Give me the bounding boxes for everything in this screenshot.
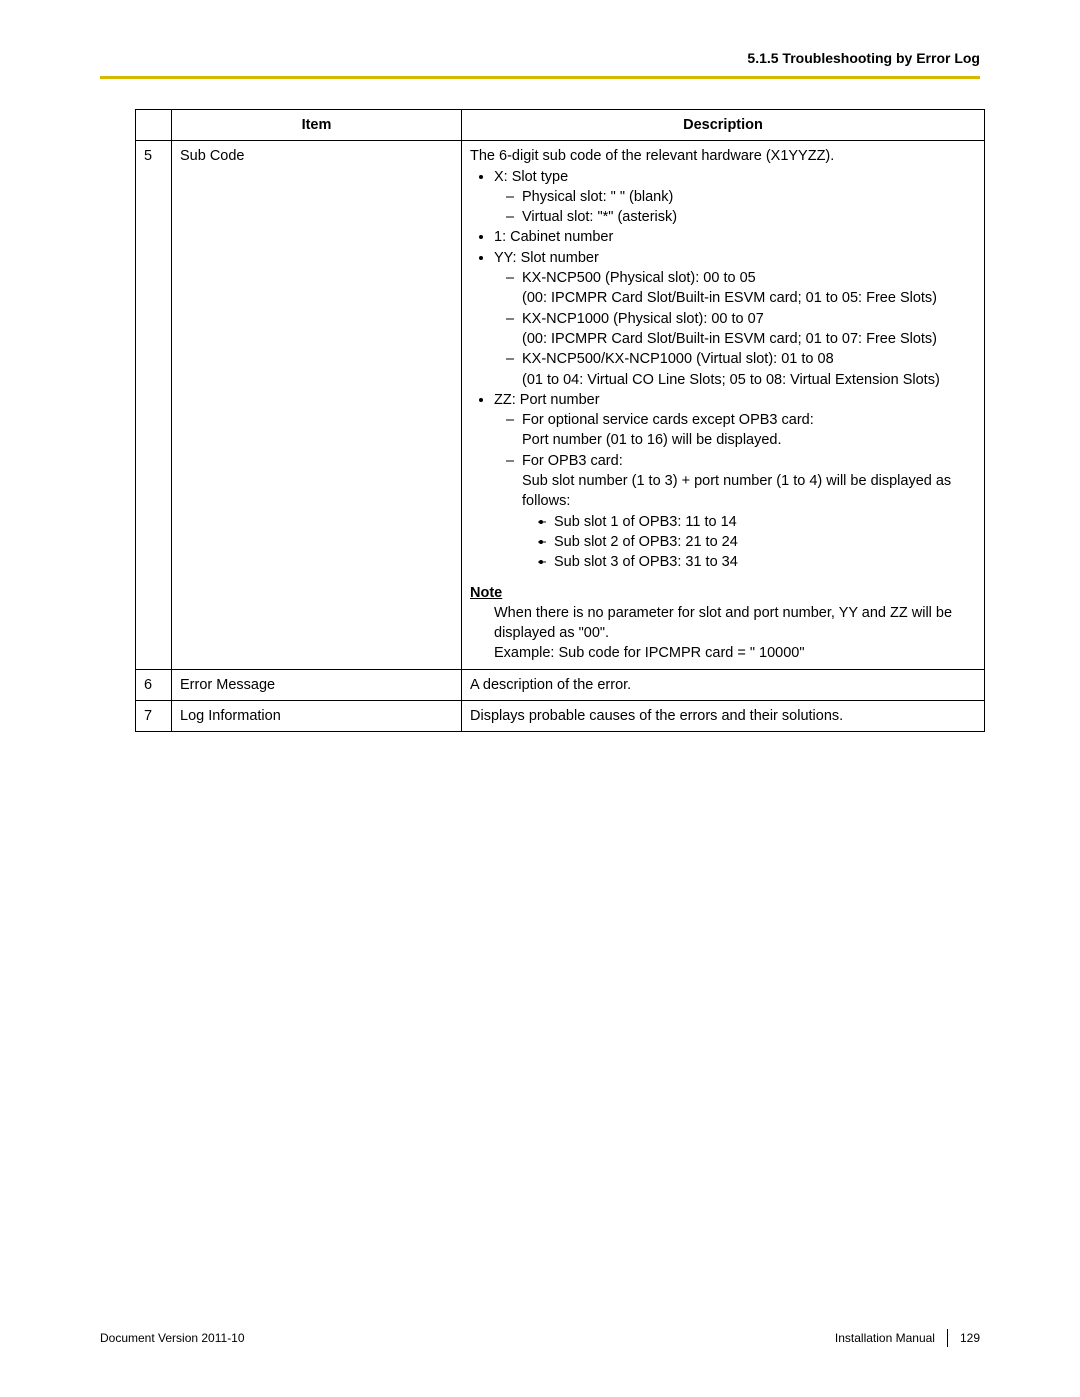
col-header-num (136, 110, 172, 141)
sublist: For optional service cards except OPB3 c… (494, 410, 976, 572)
table-row: 5 Sub Code The 6-digit sub code of the r… (136, 141, 985, 669)
row-item: Log Information (172, 701, 462, 732)
sub-slot-item: Sub slot 3 of OPB3: 31 to 34 (554, 552, 976, 572)
page-header: 5.1.5 Troubleshooting by Error Log (100, 50, 980, 79)
ncp1000-head: KX-NCP1000 (Physical slot): 00 to 07 (522, 311, 764, 327)
virtual-head: KX-NCP500/KX-NCP1000 (Virtual slot): 01 … (522, 351, 834, 367)
row-desc: The 6-digit sub code of the relevant har… (462, 141, 985, 669)
virtual-body: (01 to 04: Virtual CO Line Slots; 05 to … (522, 372, 940, 388)
error-log-table: Item Description 5 Sub Code The 6-digit … (135, 109, 985, 732)
col-header-desc: Description (462, 110, 985, 141)
sublist-item: For optional service cards except OPB3 c… (522, 410, 976, 451)
sublist-item: For OPB3 card: Sub slot number (1 to 3) … (522, 451, 976, 573)
manual-label: Installation Manual (835, 1331, 935, 1345)
row-item: Sub Code (172, 141, 462, 669)
desc-list: X: Slot type Physical slot: " " (blank) … (470, 167, 976, 573)
sub-slot-item: Sub slot 1 of OPB3: 11 to 14 (554, 512, 976, 532)
row-num: 7 (136, 701, 172, 732)
sublist-item: KX-NCP500 (Physical slot): 00 to 05 (00:… (522, 268, 976, 309)
table-row: 6 Error Message A description of the err… (136, 669, 985, 700)
section-title: 5.1.5 Troubleshooting by Error Log (747, 50, 980, 66)
list-item: ZZ: Port number For optional service car… (494, 390, 976, 573)
row-desc: A description of the error. (462, 669, 985, 700)
note-body: When there is no parameter for slot and … (470, 603, 976, 664)
table-header-row: Item Description (136, 110, 985, 141)
list-item: X: Slot type Physical slot: " " (blank) … (494, 167, 976, 228)
opt-body: Port number (01 to 16) will be displayed… (522, 432, 782, 448)
x-slot-label: X: Slot type (494, 169, 568, 185)
note-line-1: When there is no parameter for slot and … (494, 603, 976, 644)
sublist-item: KX-NCP500/KX-NCP1000 (Virtual slot): 01 … (522, 349, 976, 390)
sub-slot-item: Sub slot 2 of OPB3: 21 to 24 (554, 532, 976, 552)
note-line-2: Example: Sub code for IPCMPR card = " 10… (494, 643, 976, 663)
ncp500-body: (00: IPCMPR Card Slot/Built-in ESVM card… (522, 290, 937, 306)
row-num: 5 (136, 141, 172, 669)
desc-intro: The 6-digit sub code of the relevant har… (470, 146, 976, 166)
ncp500-head: KX-NCP500 (Physical slot): 00 to 05 (522, 270, 756, 286)
page: 5.1.5 Troubleshooting by Error Log Item … (0, 0, 1080, 1397)
opt-head: For optional service cards except OPB3 c… (522, 412, 814, 428)
page-number: 129 (960, 1331, 980, 1345)
ncp1000-body: (00: IPCMPR Card Slot/Built-in ESVM card… (522, 331, 937, 347)
sublist-item: KX-NCP1000 (Physical slot): 00 to 07 (00… (522, 309, 976, 350)
row-desc: Displays probable causes of the errors a… (462, 701, 985, 732)
col-header-item: Item (172, 110, 462, 141)
row-item: Error Message (172, 669, 462, 700)
yy-slot-label: YY: Slot number (494, 250, 599, 266)
sublist: Physical slot: " " (blank) Virtual slot:… (494, 187, 976, 228)
opb3-head: For OPB3 card: (522, 453, 623, 469)
footer-separator (947, 1329, 948, 1347)
sublist-item: Physical slot: " " (blank) (522, 187, 976, 207)
sublist: KX-NCP500 (Physical slot): 00 to 05 (00:… (494, 268, 976, 390)
sub-sub-list: Sub slot 1 of OPB3: 11 to 14 Sub slot 2 … (522, 512, 976, 573)
sublist-item: Virtual slot: "*" (asterisk) (522, 207, 976, 227)
table-row: 7 Log Information Displays probable caus… (136, 701, 985, 732)
note-heading: Note (470, 583, 976, 603)
list-item: 1: Cabinet number (494, 227, 976, 247)
list-item: YY: Slot number KX-NCP500 (Physical slot… (494, 248, 976, 390)
doc-version: Document Version 2011-10 (100, 1331, 245, 1345)
opb3-body: Sub slot number (1 to 3) + port number (… (522, 473, 951, 509)
zz-port-label: ZZ: Port number (494, 392, 600, 408)
row-num: 6 (136, 669, 172, 700)
page-footer: Document Version 2011-10 Installation Ma… (100, 1329, 980, 1347)
footer-right: Installation Manual 129 (835, 1329, 980, 1347)
